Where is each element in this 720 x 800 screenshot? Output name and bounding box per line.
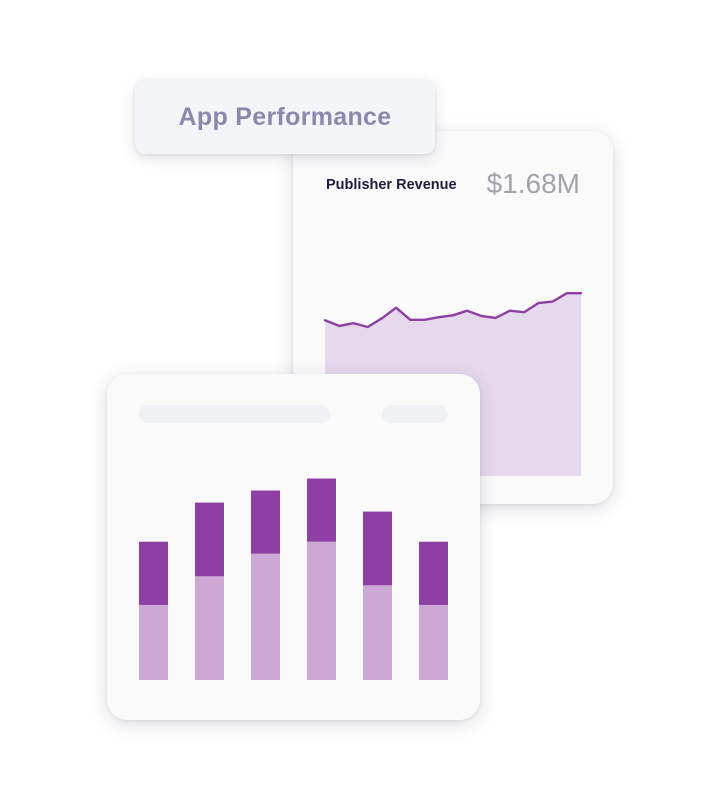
page-title: App Performance — [178, 102, 392, 131]
bar-segment-upper-4 — [307, 478, 336, 542]
bar-segment-upper-6 — [419, 541, 448, 605]
title-chip: App Performance — [135, 80, 435, 154]
revenue-line — [323, 292, 583, 329]
bar-segment-upper-2 — [195, 502, 224, 577]
bar-segment-lower-1 — [139, 604, 168, 680]
bar-segment-upper-5 — [363, 511, 392, 586]
revenue-label: Publisher Revenue — [326, 177, 457, 193]
placeholder-action-bar — [382, 405, 448, 423]
bar-segment-lower-5 — [363, 585, 392, 680]
bar-segment-upper-3 — [251, 490, 280, 554]
placeholder-title-bar — [139, 405, 330, 423]
stacked-bar-chart — [139, 478, 448, 680]
bar-segment-lower-4 — [307, 541, 336, 680]
bar-segment-lower-6 — [419, 604, 448, 680]
bar-segment-lower-2 — [195, 576, 224, 680]
bar-segment-upper-1 — [139, 541, 168, 605]
bar-chart-card — [107, 374, 480, 720]
bar-segment-lower-3 — [251, 553, 280, 680]
revenue-value: $1.68M — [486, 168, 580, 199]
